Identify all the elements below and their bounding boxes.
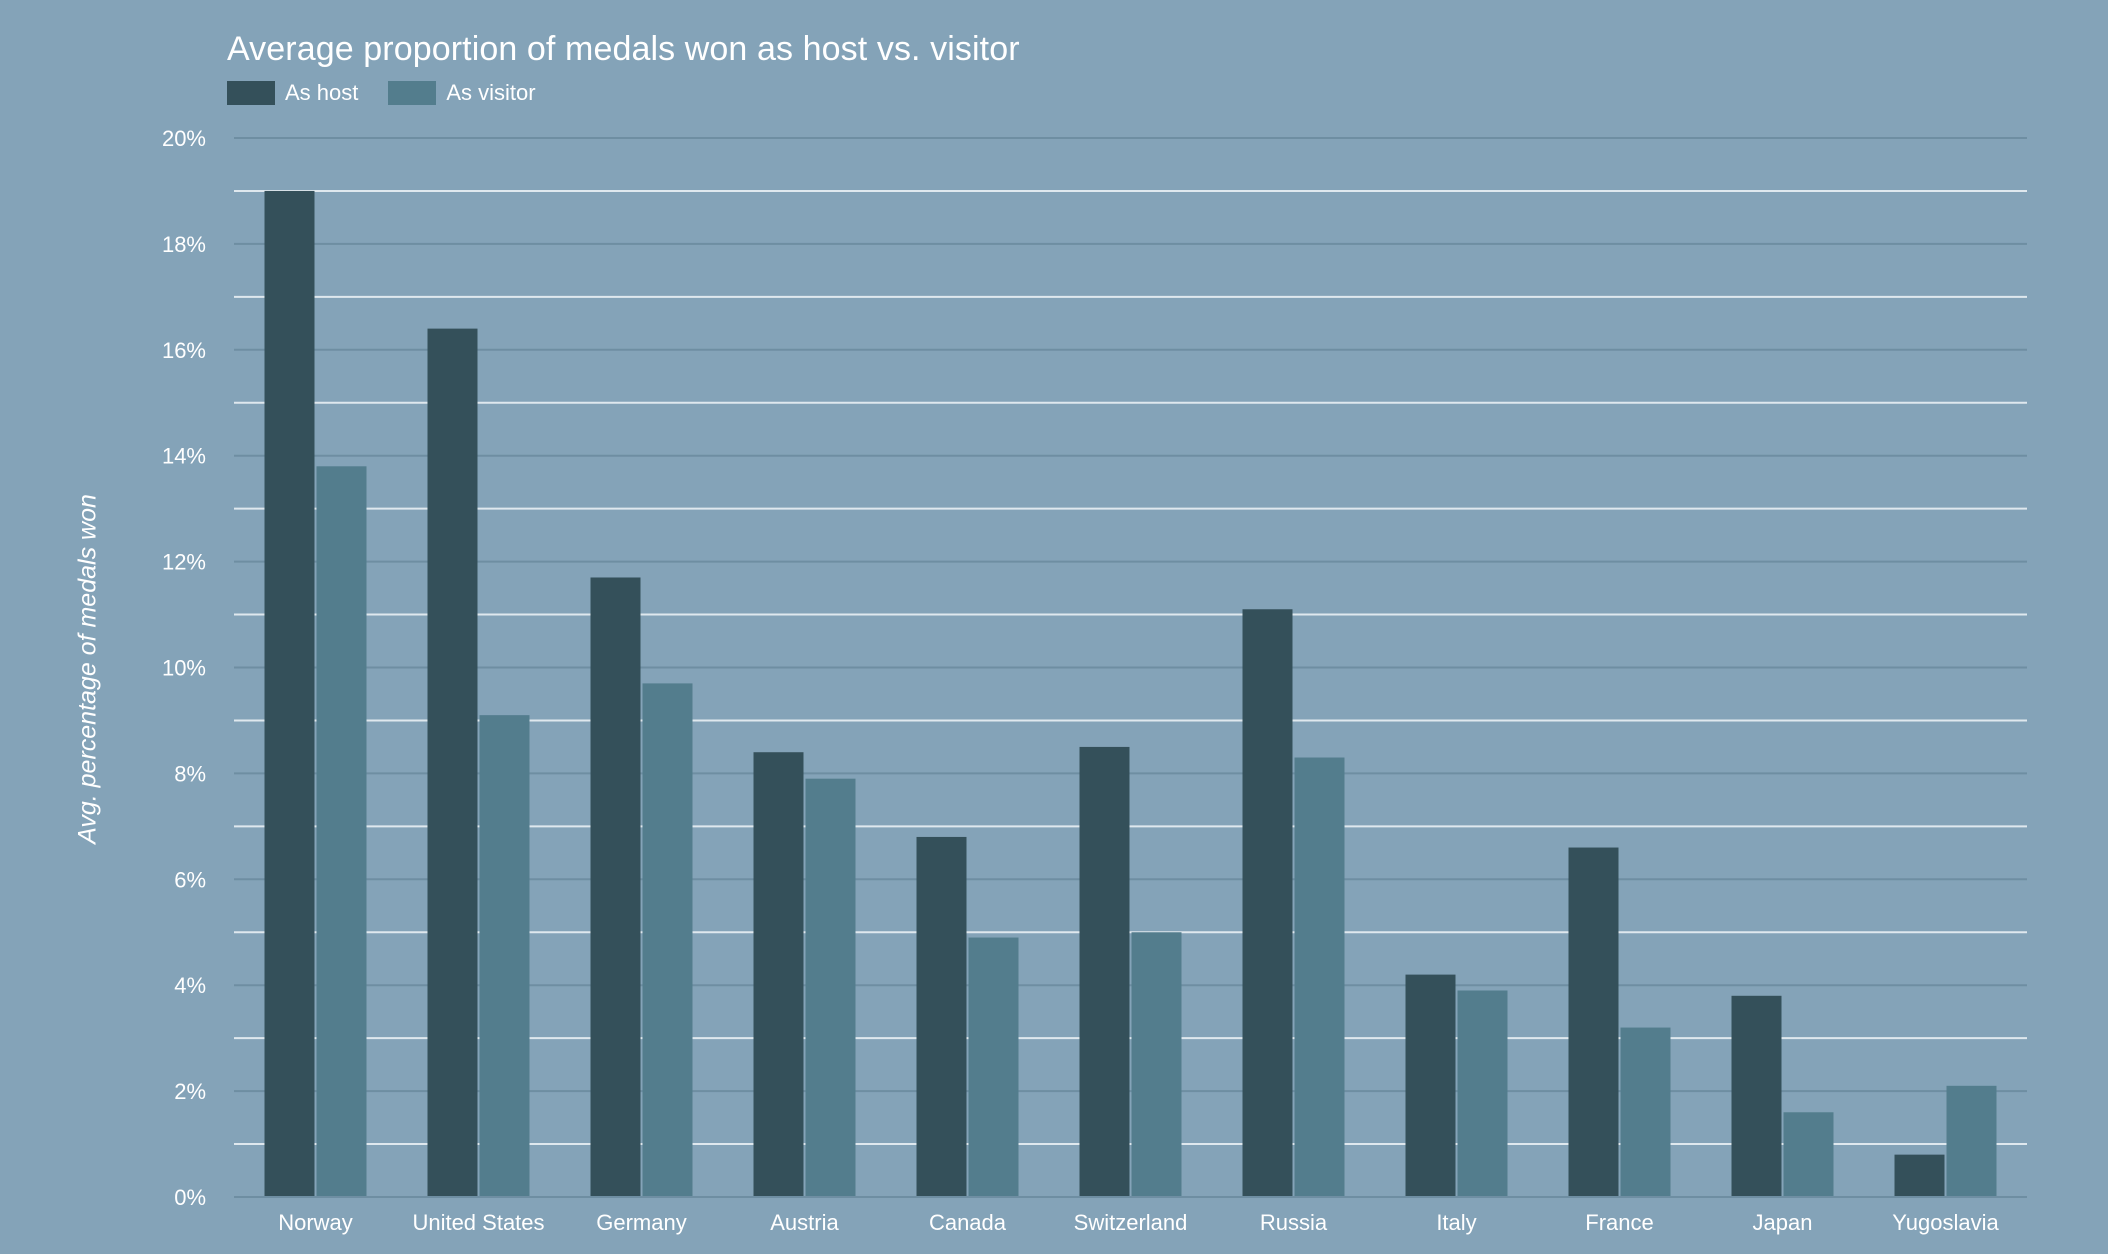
y-tick-label: 2% xyxy=(174,1079,206,1104)
bar-visitor-japan xyxy=(1783,1112,1834,1197)
x-tick-label: Austria xyxy=(770,1210,839,1235)
x-tick-label: Switzerland xyxy=(1074,1210,1188,1235)
bar-host-united-states xyxy=(427,328,478,1197)
y-tick-label: 12% xyxy=(162,550,206,575)
x-tick-label: Russia xyxy=(1260,1210,1328,1235)
x-tick-label: Norway xyxy=(278,1210,353,1235)
x-tick-label: France xyxy=(1585,1210,1653,1235)
bar-visitor-united-states xyxy=(479,715,530,1197)
bar-visitor-france xyxy=(1620,1027,1671,1197)
bar-host-japan xyxy=(1731,995,1782,1197)
legend: As host As visitor xyxy=(227,80,536,106)
y-tick-label: 0% xyxy=(174,1185,206,1210)
x-tick-label: Yugoslavia xyxy=(1892,1210,1999,1235)
bar-host-italy xyxy=(1405,974,1456,1197)
y-tick-label: 4% xyxy=(174,973,206,998)
bar-visitor-yugoslavia xyxy=(1946,1085,1997,1197)
y-tick-label: 14% xyxy=(162,444,206,469)
bar-host-russia xyxy=(1242,609,1293,1197)
x-tick-label: United States xyxy=(412,1210,544,1235)
bar-visitor-germany xyxy=(642,683,693,1197)
bar-host-canada xyxy=(916,836,967,1197)
x-tick-label: Japan xyxy=(1753,1210,1813,1235)
x-tick-label: Canada xyxy=(929,1210,1007,1235)
y-tick-label: 6% xyxy=(174,867,206,892)
bar-host-switzerland xyxy=(1079,746,1130,1197)
x-tick-label: Italy xyxy=(1436,1210,1476,1235)
bar-visitor-italy xyxy=(1457,990,1508,1197)
bar-visitor-austria xyxy=(805,778,856,1197)
y-tick-label: 8% xyxy=(174,761,206,786)
bar-visitor-switzerland xyxy=(1131,932,1182,1197)
legend-swatch-visitor xyxy=(388,81,437,105)
chart-title: Average proportion of medals won as host… xyxy=(227,30,1020,68)
bar-host-germany xyxy=(590,577,641,1197)
bar-host-yugoslavia xyxy=(1894,1154,1945,1197)
bar-host-france xyxy=(1568,847,1619,1197)
bar-visitor-russia xyxy=(1294,757,1345,1197)
legend-item-visitor[interactable]: As visitor xyxy=(388,80,536,106)
y-tick-label: 20% xyxy=(162,126,206,151)
y-tick-label: 16% xyxy=(162,338,206,363)
y-tick-label: 10% xyxy=(162,656,206,681)
legend-label-host: As host xyxy=(285,80,359,105)
x-tick-label: Germany xyxy=(596,1210,686,1235)
legend-item-host[interactable]: As host xyxy=(227,80,358,106)
bar-visitor-norway xyxy=(316,466,367,1197)
y-tick-label: 18% xyxy=(162,232,206,257)
legend-label-visitor: As visitor xyxy=(446,80,536,105)
bar-visitor-canada xyxy=(968,937,1019,1197)
legend-swatch-host xyxy=(227,81,275,105)
bar-host-norway xyxy=(264,190,315,1197)
bar-host-austria xyxy=(753,752,804,1197)
